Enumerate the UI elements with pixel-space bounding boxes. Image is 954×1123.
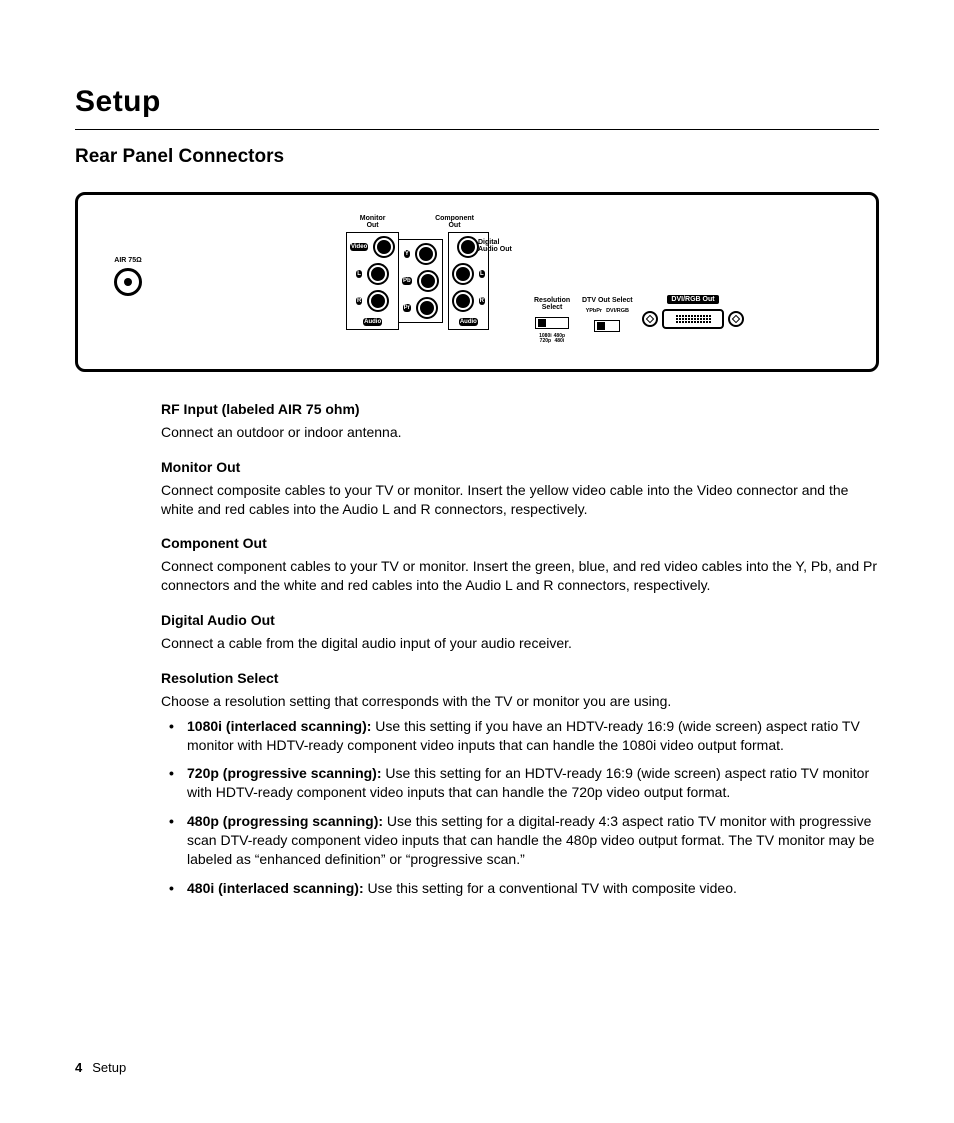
bullet-720p: 720p (progressive scanning): Use this se… (161, 764, 879, 802)
rca-connector-icon (452, 290, 474, 312)
resolution-select-label: Resolution Select (534, 297, 570, 312)
monitor-out-label: Monitor Out (346, 215, 399, 230)
screw-icon (642, 311, 658, 327)
monitor-out-group: Monitor Out Video L R Audio (346, 215, 399, 330)
resolution-bullets: 1080i (interlaced scanning): Use this se… (161, 717, 879, 898)
section-title: Rear Panel Connectors (75, 146, 879, 168)
l-label: L (479, 270, 485, 278)
dvi-connector-icon (662, 309, 724, 329)
rca-connector-icon (367, 290, 389, 312)
dvi-out-group: DVI/RGB Out (642, 295, 744, 329)
dvirgb-label: DVI/RGB (606, 309, 629, 315)
resolution-switch-icon (535, 317, 569, 329)
air-label: AIR 75Ω (114, 257, 142, 264)
bullet-lead: 480i (interlaced scanning): (187, 880, 364, 896)
page-footer: 4 Setup (75, 1060, 126, 1075)
rca-connector-icon (415, 243, 437, 265)
pr-label: Pr (403, 304, 411, 312)
para-rf-input: Connect an outdoor or indoor antenna. (161, 423, 879, 442)
res-480i: 480i (554, 339, 564, 344)
component-out-group: Component Out Y Pb Pr L R Audio (398, 215, 489, 330)
rca-connector-icon (367, 263, 389, 285)
screw-icon (728, 311, 744, 327)
subhead-rf-input: RF Input (labeled AIR 75 ohm) (161, 400, 879, 419)
digital-audio-out-label: Digital Audio Out (478, 239, 512, 254)
page-title: Setup (75, 85, 879, 130)
dtv-out-select-label: DTV Out Select (582, 297, 633, 304)
para-resolution-select: Choose a resolution setting that corresp… (161, 692, 879, 711)
bullet-rest: Use this setting for a conventional TV w… (364, 880, 737, 896)
audio-label: Audio (459, 318, 478, 326)
dtv-out-select-group: DTV Out Select YPbPr DVI/RGB (582, 297, 633, 332)
subhead-resolution-select: Resolution Select (161, 669, 879, 688)
para-component-out: Connect component cables to your TV or m… (161, 557, 879, 595)
rca-connector-icon (416, 297, 438, 319)
video-label: Video (350, 243, 368, 251)
y-label: Y (404, 250, 410, 258)
para-monitor-out: Connect composite cables to your TV or m… (161, 481, 879, 519)
rf-input-group: AIR 75Ω (114, 257, 142, 296)
res-720p: 720p (540, 339, 551, 344)
bullet-lead: 720p (progressive scanning): (187, 765, 382, 781)
dtv-switch-icon (594, 320, 620, 332)
rca-connector-icon (452, 263, 474, 285)
component-out-label: Component Out (420, 215, 489, 230)
rca-connector-icon (417, 270, 439, 292)
bullet-480p: 480p (progressing scanning): Use this se… (161, 812, 879, 869)
ypbpr-label: YPbPr (586, 309, 603, 315)
subhead-component-out: Component Out (161, 534, 879, 553)
bullet-lead: 1080i (interlaced scanning): (187, 718, 371, 734)
bullet-480i: 480i (interlaced scanning): Use this set… (161, 879, 879, 898)
rear-panel-diagram: AIR 75Ω Monitor Out Video L R Audio Comp… (75, 192, 879, 372)
l-label: L (356, 270, 362, 278)
body-content: RF Input (labeled AIR 75 ohm) Connect an… (75, 400, 879, 898)
dvi-out-label: DVI/RGB Out (667, 295, 718, 304)
r-label: R (479, 297, 485, 305)
subhead-monitor-out: Monitor Out (161, 458, 879, 477)
bullet-1080i: 1080i (interlaced scanning): Use this se… (161, 717, 879, 755)
page-number: 4 (75, 1060, 82, 1075)
audio-label: Audio (363, 318, 382, 326)
pb-label: Pb (402, 277, 412, 285)
footer-label: Setup (92, 1060, 126, 1075)
subhead-digital-audio-out: Digital Audio Out (161, 611, 879, 630)
resolution-select-group: Resolution Select 1080i 720p 480p 480i (534, 297, 570, 344)
bnc-connector-icon (114, 268, 142, 296)
para-digital-audio-out: Connect a cable from the digital audio i… (161, 634, 879, 653)
rca-connector-icon (457, 236, 479, 258)
rca-connector-icon (373, 236, 395, 258)
r-label: R (356, 297, 362, 305)
bullet-lead: 480p (progressing scanning): (187, 813, 383, 829)
